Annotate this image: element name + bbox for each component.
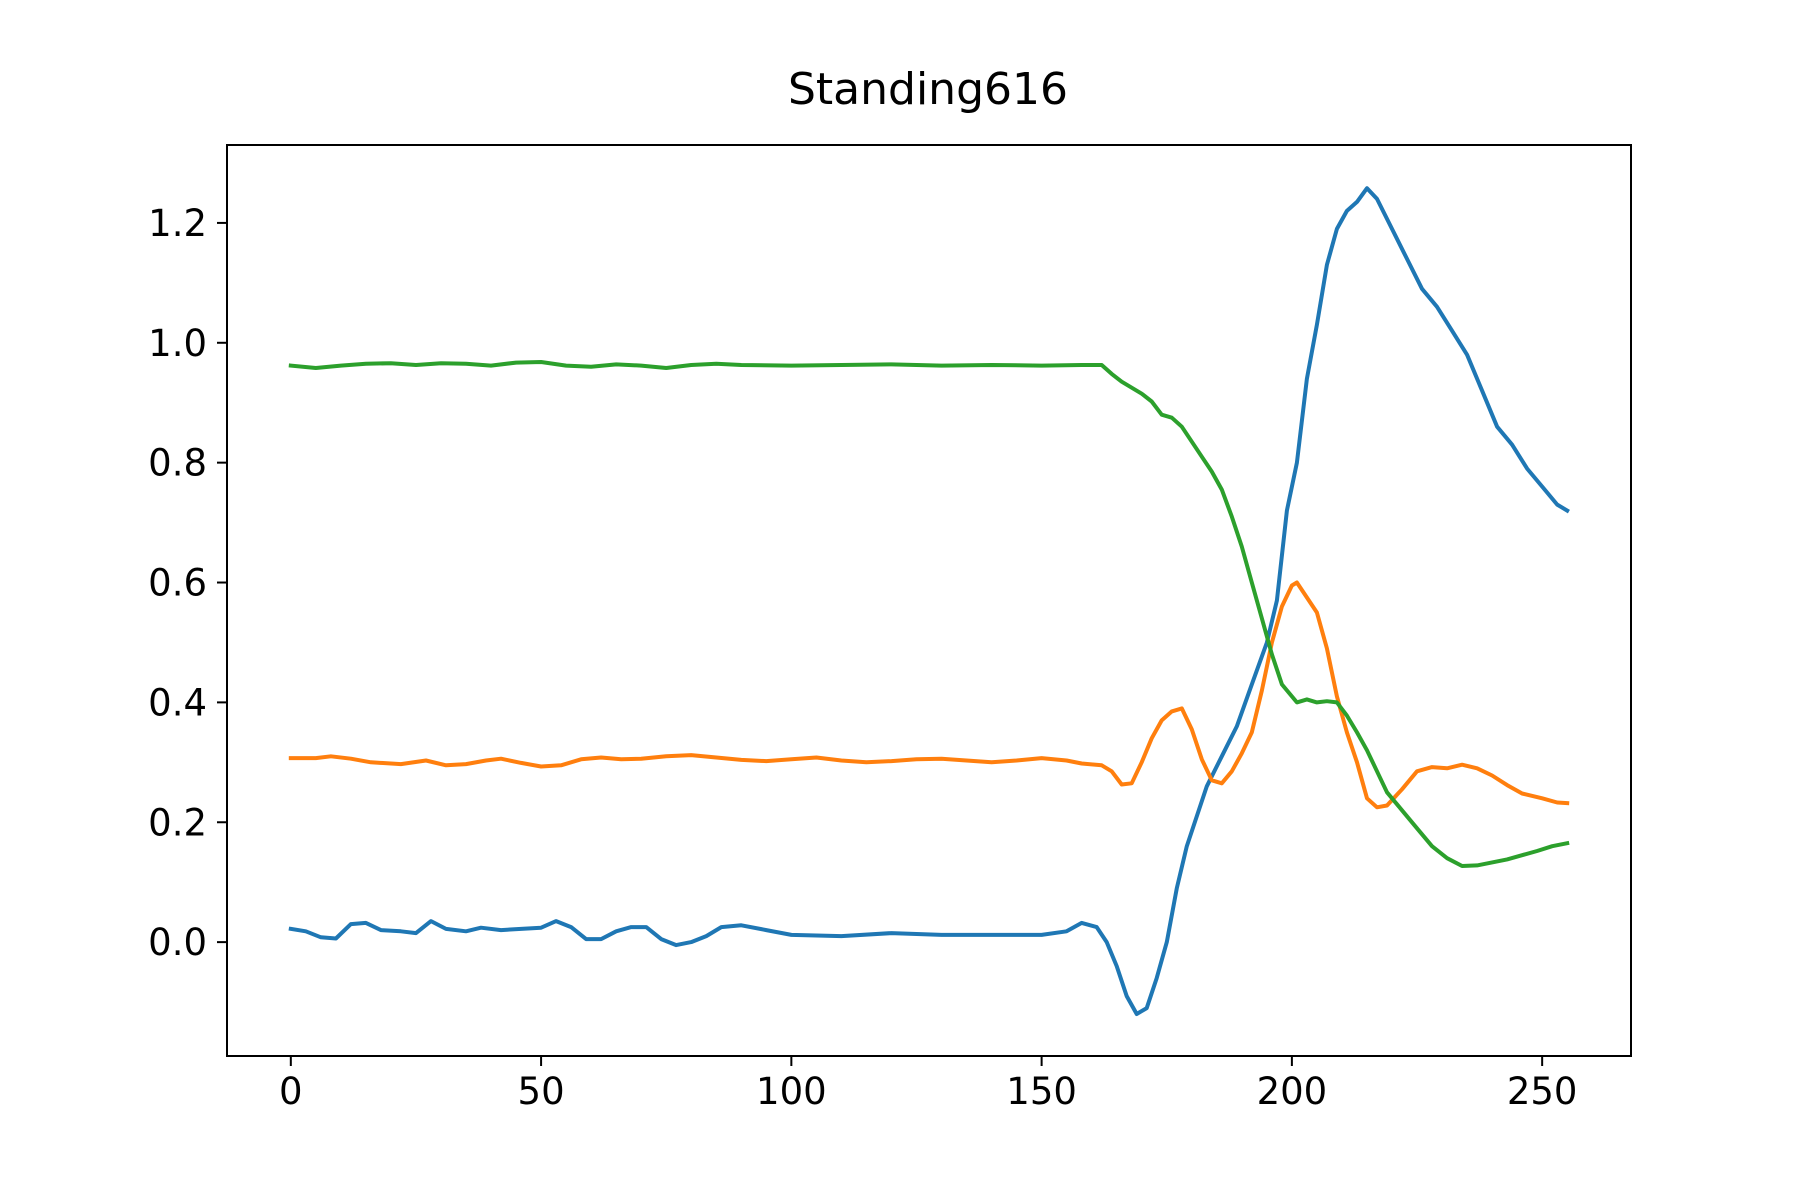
y-tick-label: 1.0 [148, 322, 207, 365]
y-tick-label: 0.8 [148, 442, 207, 485]
x-tick-label: 100 [756, 1070, 827, 1113]
chart-title: Standing616 [788, 64, 1068, 115]
y-tick-label: 0.6 [148, 562, 207, 605]
x-tick-label: 0 [279, 1070, 303, 1113]
x-tick-label: 200 [1257, 1070, 1328, 1113]
series-line-2 [288, 580, 1570, 810]
series-layer [288, 186, 1570, 1016]
y-tick-label: 1.2 [148, 202, 207, 245]
y-tick-label: 0.2 [148, 801, 207, 844]
y-tick-label: 0.4 [148, 681, 207, 724]
series-line-1 [288, 186, 1570, 1016]
x-tick-label: 150 [1006, 1070, 1077, 1113]
x-tick-label: 250 [1507, 1070, 1578, 1113]
y-tick-label: 0.0 [148, 921, 207, 964]
series-line-3 [288, 360, 1570, 868]
x-tick-label: 50 [518, 1070, 565, 1113]
ticks-layer: 0 50 100 150 200 250 0.0 0.2 0.4 0.6 0.8 1.0 1.2 [148, 202, 1577, 1113]
plot-area-frame [226, 144, 1632, 1057]
